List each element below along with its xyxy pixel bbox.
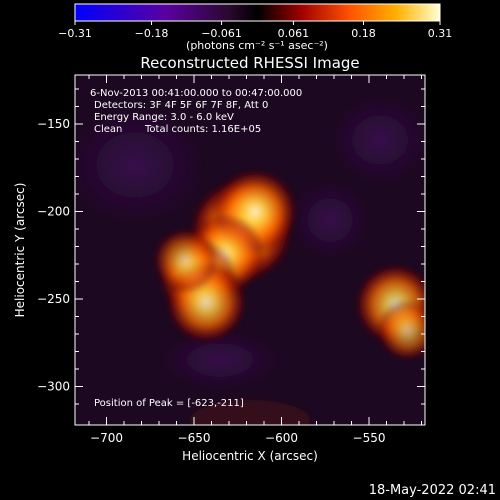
y-tick-label: −200	[37, 205, 70, 219]
x-tick-label: −700	[90, 431, 123, 445]
colorbar-tick-label: 0.061	[278, 27, 310, 40]
colorbar	[74, 3, 441, 22]
colorbar-tick-label: 0.18	[351, 27, 376, 40]
chart-title: Reconstructed RHESSI Image	[140, 54, 359, 72]
y-tick-label: −250	[37, 292, 70, 306]
colorbar-ticks: −0.31 −0.18 −0.061 0.061 0.18 0.31	[58, 21, 452, 40]
emission-source	[376, 299, 425, 362]
colorbar-tick-label: −0.061	[201, 27, 242, 40]
colorbar-unit-label: (photons cm⁻² s⁻¹ asec⁻²)	[186, 39, 328, 52]
colorbar-tick-label: −0.18	[135, 27, 169, 40]
emission-sources	[151, 167, 425, 362]
y-tick-label: −300	[37, 380, 70, 394]
y-axis-label: Heliocentric Y (arcsec)	[13, 183, 27, 318]
x-axis-label: Heliocentric X (arcsec)	[182, 449, 318, 463]
emission-source	[151, 226, 219, 295]
annotation-peak-position: Position of Peak = [-623,-211]	[94, 398, 244, 409]
footer-date: 18-May-2022 02:41	[369, 483, 496, 498]
plot-frame	[74, 74, 426, 426]
annotation-detectors: Detectors: 3F 4F 5F 6F 7F 8F, Att 0	[94, 100, 268, 111]
colorbar-tick-label: −0.31	[58, 27, 92, 40]
annotation-clean: Clean	[94, 124, 122, 135]
colorbar-tick-label: 0.31	[428, 27, 453, 40]
y-axis-ticks: −150 −200 −250 −300	[37, 88, 425, 405]
x-tick-label: −550	[353, 431, 386, 445]
x-axis-ticks: −700 −650 −600 −550	[88, 75, 422, 445]
x-tick-label: −600	[265, 431, 298, 445]
x-tick-label: −650	[178, 431, 211, 445]
annotation-energy-range: Energy Range: 3.0 - 6.0 keV	[94, 112, 234, 123]
annotation-time-range: 6-Nov-2013 00:41:00.000 to 00:47:00.000	[90, 88, 302, 99]
plot-area	[75, 75, 425, 425]
y-tick-label: −150	[37, 117, 70, 131]
annotation-total-counts: Total counts: 1.16E+05	[144, 124, 261, 135]
